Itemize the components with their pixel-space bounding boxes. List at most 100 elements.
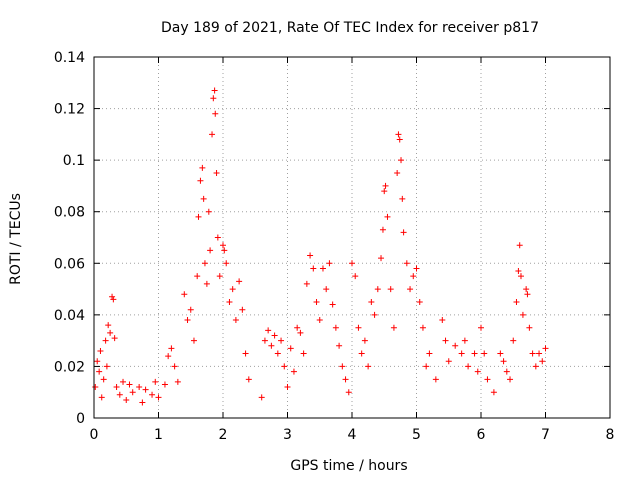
data-point (211, 87, 218, 94)
data-point (368, 298, 375, 305)
data-point (200, 195, 207, 202)
data-point (519, 311, 526, 318)
data-point (239, 306, 246, 313)
y-tick-label: 0 (76, 411, 85, 427)
data-point (171, 363, 178, 370)
data-point (403, 260, 410, 267)
x-tick-label: 8 (606, 427, 615, 443)
data-point (413, 265, 420, 272)
data-point (339, 363, 346, 370)
data-point (399, 195, 406, 202)
data-point (149, 391, 156, 398)
data-point (174, 378, 181, 385)
x-tick-label: 2 (219, 427, 228, 443)
data-point (419, 324, 426, 331)
data-point (445, 358, 452, 365)
data-point (120, 378, 127, 385)
x-tick-label: 0 (90, 427, 99, 443)
y-tick-label: 0.04 (54, 308, 85, 324)
data-point (379, 226, 386, 233)
data-point (274, 350, 281, 357)
data-point (387, 286, 394, 293)
data-point (197, 177, 204, 184)
data-point (220, 242, 226, 249)
data-point (326, 260, 333, 267)
data-point (129, 389, 136, 396)
y-tick-label: 0.14 (54, 50, 85, 66)
data-point (378, 255, 385, 262)
data-point (352, 273, 359, 280)
data-point (165, 353, 172, 360)
data-point (400, 229, 407, 236)
data-point (481, 350, 488, 357)
data-point (410, 273, 417, 280)
data-point (332, 324, 339, 331)
data-point (532, 363, 539, 370)
data-point (226, 298, 233, 305)
data-point (323, 286, 330, 293)
data-point (523, 286, 530, 293)
data-point (268, 342, 275, 349)
data-point (474, 368, 481, 375)
data-point (507, 376, 514, 383)
x-tick-label: 6 (477, 427, 486, 443)
data-point (355, 324, 362, 331)
data-point (109, 293, 116, 300)
data-point (214, 234, 221, 241)
data-point (190, 337, 197, 344)
data-point (278, 337, 285, 344)
data-point (503, 368, 510, 375)
data-point (294, 324, 301, 331)
x-tick-label: 1 (154, 427, 163, 443)
data-point (497, 350, 504, 357)
y-axis-label: ROTI / TECUs (8, 193, 24, 285)
chart-title: Day 189 of 2021, Rate Of TEC Index for r… (161, 20, 539, 36)
y-tick-label: 0.06 (54, 256, 85, 272)
data-point (517, 273, 524, 280)
data-point (423, 363, 430, 370)
data-point (516, 242, 523, 249)
data-point (110, 296, 117, 303)
data-point (181, 291, 188, 298)
data-point (529, 350, 536, 357)
data-point (184, 317, 191, 324)
data-point (126, 381, 133, 388)
data-point (345, 389, 352, 396)
y-tick-label: 0.02 (54, 359, 85, 375)
data-point (210, 95, 217, 102)
data-point (300, 350, 307, 357)
data-point (245, 376, 252, 383)
data-point (216, 273, 223, 280)
data-point (236, 278, 243, 285)
data-point (361, 337, 368, 344)
data-point (261, 337, 268, 344)
data-point (313, 298, 320, 305)
data-point (358, 350, 365, 357)
data-point (526, 324, 533, 331)
x-axis-label: GPS time / hours (290, 458, 407, 474)
y-tick-label: 0.08 (54, 205, 85, 221)
data-point (221, 247, 228, 254)
data-point (258, 394, 265, 401)
data-point (442, 337, 449, 344)
data-point (96, 368, 103, 375)
data-point (123, 396, 130, 403)
data-point (381, 188, 388, 195)
data-point (371, 311, 378, 318)
data-point (142, 386, 149, 393)
data-point (319, 265, 326, 272)
data-point (113, 384, 120, 391)
data-point (452, 342, 459, 349)
data-point (92, 384, 99, 391)
data-point (199, 164, 206, 171)
data-point (111, 335, 118, 342)
data-point (100, 376, 107, 383)
data-point (203, 280, 210, 287)
data-point (195, 213, 202, 220)
data-point (426, 350, 433, 357)
axes: 0 1 2 3 4 5 6 7 8 0 0.02 0.04 0.06 0.08 0.1 0.12 0.14 (54, 50, 615, 443)
data-point (161, 381, 168, 388)
data-point (478, 324, 484, 331)
